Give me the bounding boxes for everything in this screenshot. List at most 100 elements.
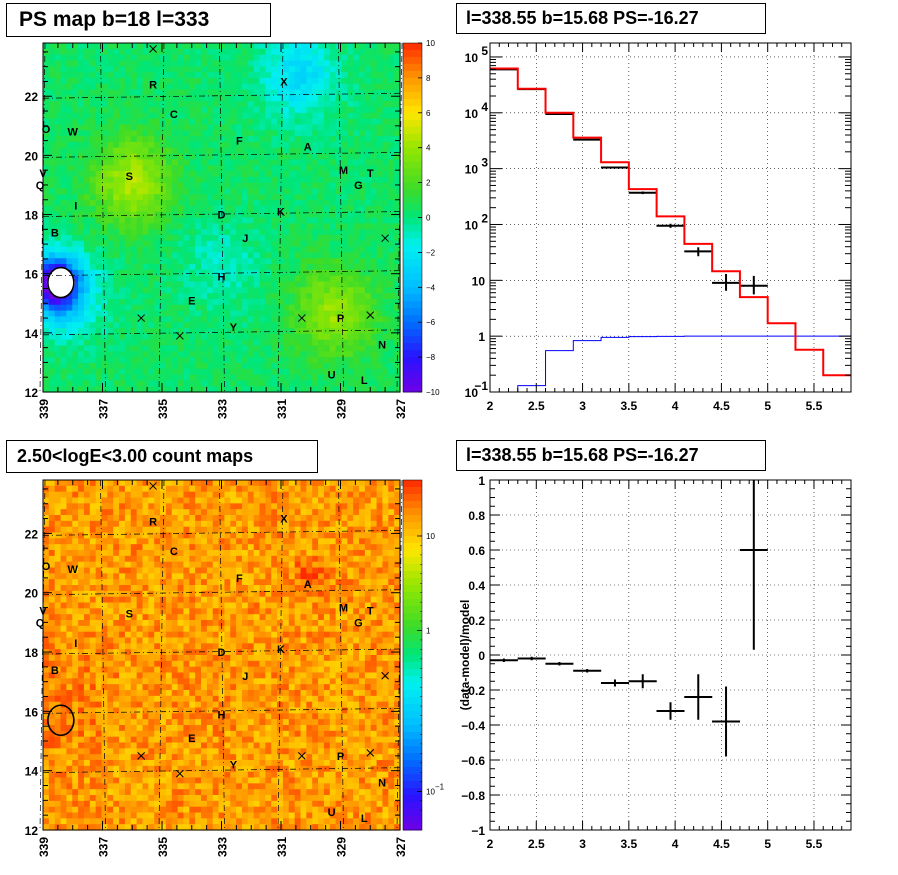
map-pixel <box>218 368 226 376</box>
map-pixel <box>154 147 161 155</box>
map-pixel <box>48 223 56 230</box>
colorbar-segment <box>403 280 422 288</box>
map-pixel <box>154 153 161 160</box>
map-pixel <box>124 141 132 149</box>
map-pixel <box>353 72 360 79</box>
map-pixel <box>294 258 302 265</box>
map-pixel <box>101 246 108 253</box>
map-pixel <box>171 153 179 160</box>
map-pixel <box>54 800 62 808</box>
map-pixel <box>277 345 284 352</box>
map-pixel <box>300 345 307 352</box>
map-pixel <box>78 655 85 662</box>
map-pixel <box>89 730 97 738</box>
map-pixel <box>142 351 149 358</box>
map-pixel <box>312 54 319 62</box>
map-pixel <box>312 269 319 277</box>
map-pixel <box>341 234 348 242</box>
background-model-step <box>490 335 851 393</box>
map-pixel <box>78 532 85 539</box>
map-pixel <box>288 176 296 184</box>
map-pixel <box>43 509 50 516</box>
map-pixel <box>83 176 91 184</box>
map-pixel <box>54 188 62 195</box>
map-pixel <box>323 322 331 329</box>
map-pixel <box>265 147 272 155</box>
map-pixel <box>95 298 103 306</box>
map-pixel <box>136 170 144 178</box>
map-pixel <box>341 66 348 73</box>
map-pixel <box>288 200 296 207</box>
map-pixel <box>329 106 337 114</box>
map-pixel <box>306 159 313 166</box>
x-tick-label: 2 <box>487 399 494 413</box>
map-pixel <box>329 136 337 143</box>
map-pixel <box>48 362 56 370</box>
map-pixel <box>359 124 366 131</box>
map-pixel <box>89 631 97 639</box>
map-pixel <box>107 281 114 288</box>
map-pixel <box>160 293 167 300</box>
map-pixel <box>241 281 249 288</box>
map-pixel <box>241 188 249 195</box>
map-pixel <box>43 322 50 329</box>
map-pixel <box>48 106 56 114</box>
map-pixel <box>72 200 79 207</box>
map-pixel <box>177 124 185 131</box>
map-pixel <box>78 153 85 160</box>
map-pixel <box>43 783 50 790</box>
map-pixel <box>189 188 196 195</box>
map-pixel <box>43 112 50 120</box>
map-pixel <box>101 106 108 114</box>
map-pixel <box>66 485 73 493</box>
map-pixel <box>212 362 220 370</box>
map-pixel <box>107 287 114 294</box>
map-pixel <box>136 72 144 79</box>
map-pixel <box>312 95 319 102</box>
map-pixel <box>230 66 237 73</box>
map-pixel <box>236 293 243 300</box>
map-pixel <box>183 205 190 213</box>
map-pixel <box>312 200 319 207</box>
map-pixel <box>183 234 190 242</box>
map-pixel <box>230 217 237 224</box>
map-pixel <box>259 194 266 201</box>
map-pixel <box>282 386 290 393</box>
map-pixel <box>323 380 331 387</box>
map-pixel <box>282 188 290 195</box>
map-pixel <box>201 130 208 137</box>
map-pixel <box>136 95 144 102</box>
map-pixel <box>83 550 91 557</box>
colorbar-segment <box>403 112 422 121</box>
map-pixel <box>148 386 155 393</box>
map-pixel <box>119 264 126 271</box>
map-pixel <box>43 707 50 714</box>
map-pixel <box>83 754 91 761</box>
map-pixel <box>54 159 62 166</box>
map-pixel <box>253 106 261 114</box>
map-pixel <box>382 217 389 224</box>
map-pixel <box>89 748 97 755</box>
map-pixel <box>95 380 103 387</box>
map-pixel <box>113 252 120 259</box>
map-pixel <box>101 60 108 67</box>
map-pixel <box>359 298 366 306</box>
map-pixel <box>394 345 401 352</box>
map-pixel <box>359 194 366 201</box>
map-pixel <box>259 217 266 224</box>
map-pixel <box>171 386 179 393</box>
map-pixel <box>119 339 126 347</box>
map-pixel <box>95 118 103 126</box>
map-pixel <box>312 72 319 79</box>
map-pixel <box>353 112 360 120</box>
map-pixel <box>230 246 237 253</box>
map-pixel <box>206 386 214 393</box>
map-pixel <box>54 660 62 668</box>
model-step <box>490 67 851 377</box>
map-pixel <box>329 223 337 230</box>
map-pixel <box>294 159 302 166</box>
map-pixel <box>72 532 79 539</box>
map-pixel <box>224 258 231 265</box>
map-pixel <box>306 386 313 393</box>
map-pixel <box>119 60 126 67</box>
